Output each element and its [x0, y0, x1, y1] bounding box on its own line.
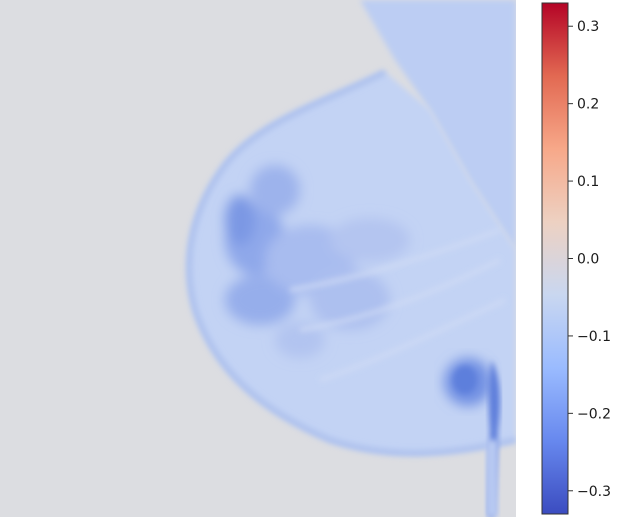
colorbar-tick-label: 0.0 [577, 252, 599, 268]
colorbar-gradient [541, 2, 569, 515]
colorbar-tick-label: 0.1 [577, 174, 599, 190]
pectoral-region [360, 0, 516, 250]
colorbar-ticks: 0.3 0.2 0.1 0.0 −0.1 −0.2 −0.3 [568, 19, 611, 500]
attribution-heatmap [0, 0, 516, 517]
colorbar-tick-label: 0.3 [577, 19, 599, 35]
colorbar-tick-label: −0.3 [577, 484, 611, 500]
nodule-core [453, 366, 477, 394]
skin-edge [186, 69, 516, 457]
lower-strip [486, 440, 498, 517]
colorbar-tick-label: −0.2 [577, 406, 611, 422]
duct-streaks [289, 227, 507, 383]
dense-tissue [225, 165, 410, 358]
colorbar-tick-label: 0.2 [577, 97, 599, 113]
colorbar-tick-label: −0.1 [577, 329, 611, 345]
